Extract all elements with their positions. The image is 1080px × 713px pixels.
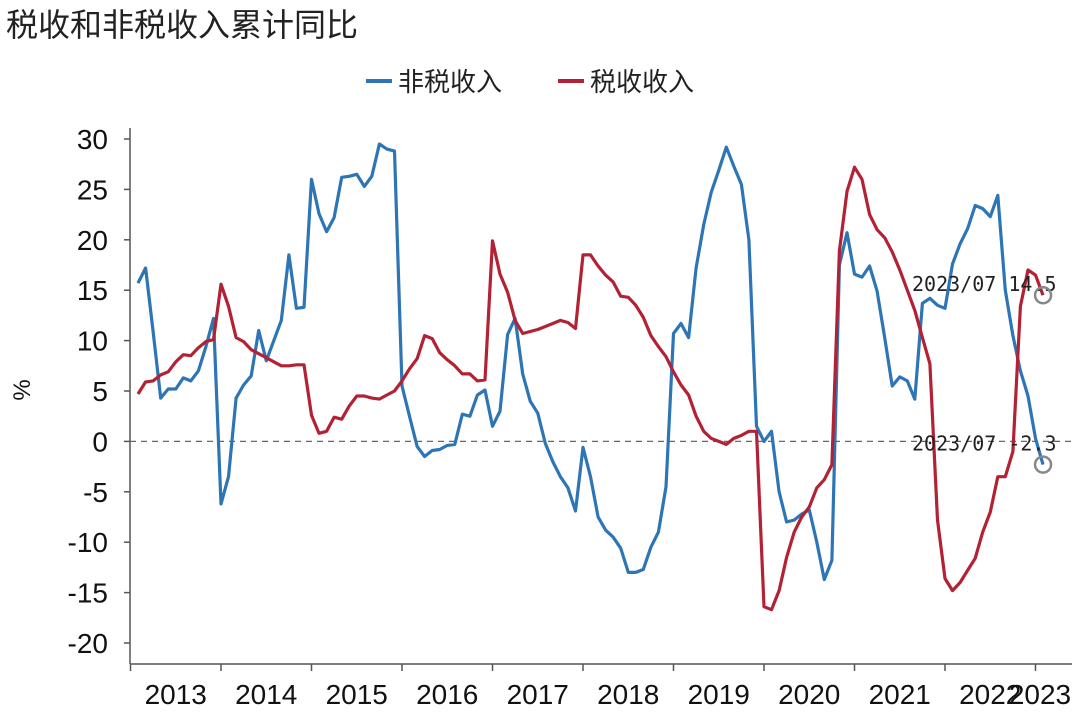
x-tick-label: 2015 bbox=[326, 679, 388, 710]
legend: 非税收入 税收收入 bbox=[366, 68, 694, 98]
chart-title: 税收和非税收入累计同比 bbox=[6, 6, 358, 44]
annotation-marker bbox=[1033, 285, 1053, 305]
y-tick-label: -10 bbox=[68, 527, 108, 558]
x-tick-label: 2023 bbox=[1009, 679, 1071, 710]
y-tick-label: -15 bbox=[68, 578, 108, 609]
x-tick-label: 2021 bbox=[869, 679, 931, 710]
annotation-marker bbox=[1033, 455, 1053, 474]
y-axis-label: % bbox=[9, 379, 36, 400]
y-tick-label: 30 bbox=[77, 124, 108, 155]
series-lines bbox=[136, 142, 1045, 612]
y-tick-label: -5 bbox=[83, 477, 108, 508]
y-tick-label: 10 bbox=[77, 326, 108, 357]
annotation-label: 2023/07 -2.3 bbox=[912, 431, 1057, 455]
y-tick-label: 25 bbox=[77, 174, 108, 205]
x-tick-label: 2014 bbox=[235, 679, 297, 710]
x-tick-label: 2013 bbox=[145, 679, 207, 710]
y-tick-label: -20 bbox=[68, 628, 108, 659]
series-line-tax bbox=[136, 165, 1045, 612]
x-tick-label: 2020 bbox=[778, 679, 840, 710]
y-tick-label: 5 bbox=[92, 376, 108, 407]
x-tick-label: 2016 bbox=[416, 679, 478, 710]
annotation-label: 2023/07 14.5 bbox=[912, 272, 1057, 296]
legend-label-tax: 税收收入 bbox=[590, 68, 694, 98]
y-tick-label: 15 bbox=[77, 275, 108, 306]
y-tick-label: 20 bbox=[77, 225, 108, 256]
x-tick-label: 2019 bbox=[688, 679, 750, 710]
x-tick-label: 2017 bbox=[507, 679, 569, 710]
annotations: 2023/07 -2.3 2023/07 14.5 bbox=[912, 272, 1057, 474]
x-axis: 2013 2014 2015 2016 2017 2018 2019 2020 2021 2022… bbox=[129, 663, 1072, 710]
x-tick-label: 2022 bbox=[959, 679, 1021, 710]
series-line-nontax bbox=[136, 142, 1045, 582]
legend-label-nontax: 非税收入 bbox=[398, 68, 502, 98]
y-tick-label: 0 bbox=[92, 426, 108, 457]
y-axis: 30 25 20 15 10 5 0 -5 -10 -15 -20 bbox=[68, 124, 131, 664]
x-tick-label: 2018 bbox=[597, 679, 659, 710]
